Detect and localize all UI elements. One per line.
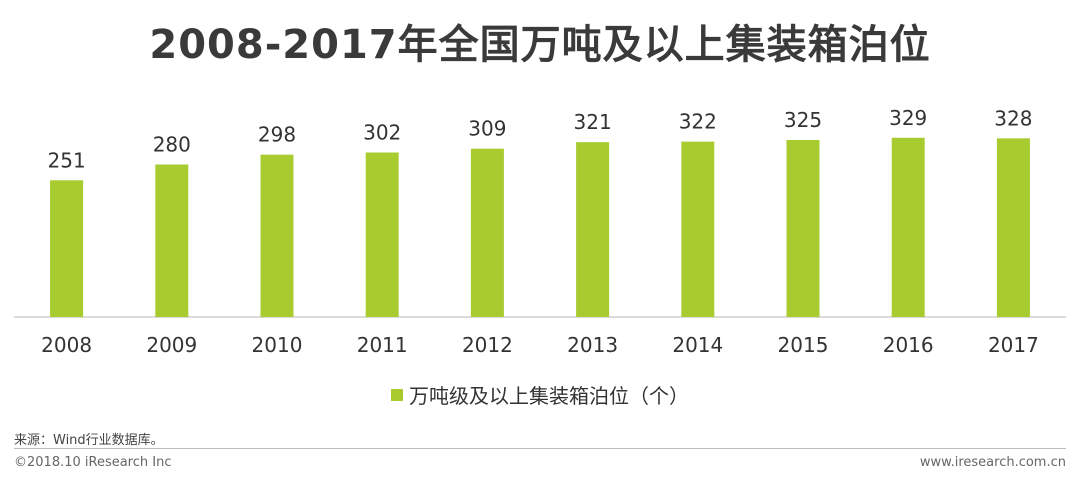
bar-chart: 251 2008 280 2009 298 2010 302 2011 309 2012 321 20…	[14, 106, 1066, 357]
x-tick-label: 2015	[778, 333, 829, 357]
copyright-text: ©2018.10 iResearch Inc	[14, 455, 172, 470]
x-tick-label: 2009	[146, 333, 197, 357]
x-tick-label: 2016	[883, 333, 934, 357]
data-label: 329	[889, 106, 927, 130]
bar	[155, 164, 189, 317]
data-label: 322	[679, 110, 717, 134]
x-tick-label: 2014	[672, 333, 723, 357]
bar	[786, 139, 820, 317]
bar	[996, 138, 1030, 317]
legend-swatch	[391, 388, 403, 401]
x-tick-label: 2011	[357, 333, 408, 357]
bar	[681, 141, 715, 317]
source-note: 来源：Wind行业数据库。	[14, 433, 164, 448]
bar	[470, 148, 504, 317]
bar	[576, 142, 610, 317]
chart-legend: 万吨级及以上集装箱泊位（个）	[0, 380, 1080, 409]
x-tick-label: 2010	[252, 333, 303, 357]
bar	[260, 154, 294, 317]
x-tick-label: 2008	[41, 333, 92, 357]
data-label: 309	[468, 117, 506, 141]
x-tick-label: 2017	[988, 333, 1039, 357]
legend-label: 万吨级及以上集装箱泊位（个）	[409, 384, 689, 408]
data-label: 325	[784, 108, 822, 132]
bar	[365, 152, 399, 317]
data-label: 328	[994, 106, 1032, 130]
data-label: 302	[363, 121, 401, 145]
bar	[891, 137, 925, 317]
x-tick-label: 2013	[567, 333, 618, 357]
x-tick-label: 2012	[462, 333, 513, 357]
data-label: 321	[574, 110, 612, 134]
data-label: 298	[258, 123, 296, 147]
footer-divider	[14, 448, 1066, 449]
data-label: 251	[48, 148, 86, 172]
website-link[interactable]: www.iresearch.com.cn	[919, 455, 1066, 470]
chart-title: 2008-2017年全国万吨及以上集装箱泊位	[149, 22, 931, 68]
data-label: 280	[153, 132, 191, 156]
bar	[50, 180, 84, 317]
